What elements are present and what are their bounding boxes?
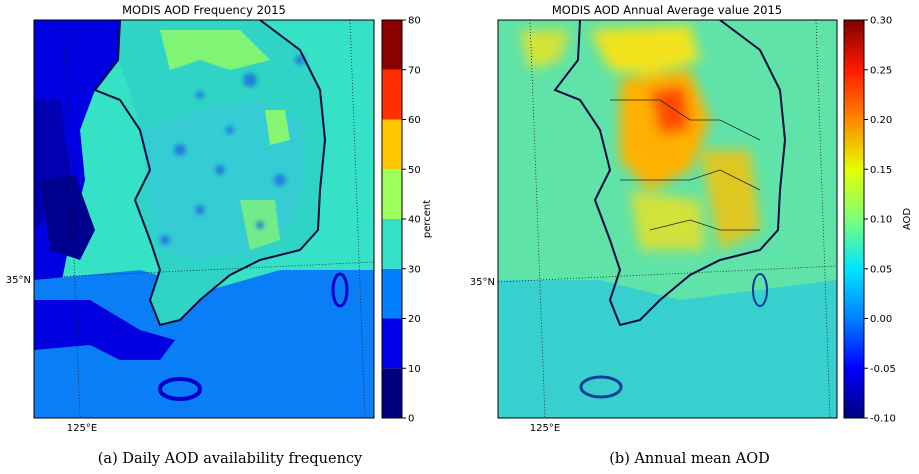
colorbar-tick-label: 20 [408, 314, 421, 325]
panel-frequency: MODIS AOD Frequency 2015 [6, 3, 433, 467]
colorbar-segment [382, 219, 402, 269]
colorbar-segment [382, 268, 402, 319]
colorbar-tick-label: 10 [408, 364, 421, 375]
map-frame [497, 19, 838, 419]
high-aod-patch [520, 30, 570, 70]
colorbar-gradient [844, 20, 864, 418]
longitude-line [64, 20, 81, 418]
high-aod-patch [700, 150, 760, 250]
panel-annual-mean: MODIS AOD Annual Average value 2015 35°N [460, 0, 919, 474]
high-frequency-patch [265, 110, 290, 145]
colorbar-segment [382, 69, 402, 120]
high-aod-patch [590, 25, 700, 75]
longitude-line [529, 20, 546, 418]
province-boundary [610, 99, 761, 231]
colorbar-tick-label: 50 [408, 165, 421, 176]
very-low-frequency-region [40, 175, 95, 260]
southern-sea-region [34, 270, 374, 418]
southern-sea-region [498, 280, 837, 418]
colorbar-tick-label: 0.25 [870, 65, 892, 76]
peak-aod-patch [650, 85, 690, 135]
annual-mean-chart: MODIS AOD Annual Average value 2015 35°N [470, 3, 913, 434]
jeju-island [579, 375, 623, 399]
colorbar-tick-label: 0 [408, 414, 414, 425]
colorbar-label: percent [422, 200, 433, 238]
colorbar-tick-label: 0.05 [870, 264, 892, 275]
frequency-chart: MODIS AOD Frequency 2015 [6, 3, 433, 434]
latitude-line [498, 265, 837, 283]
colorbar: -0.10 -0.05 0.00 0.05 0.10 0.15 0.20 0.25 0.30 [843, 16, 896, 425]
colorbar-tick-label: 0.10 [870, 215, 892, 226]
tsushima-island [331, 272, 349, 308]
map-frame [33, 19, 375, 419]
colorbar: 0 10 20 30 40 50 60 70 80 [381, 16, 421, 425]
colorbar-tick-label: 30 [408, 264, 421, 275]
colorbar-tick-label: -0.10 [870, 414, 896, 425]
colorbar-segment [382, 318, 402, 369]
colorbar-tick-label: 0.30 [870, 16, 892, 27]
colorbar-tick-label: 80 [408, 16, 421, 27]
low-frequency-region [34, 300, 175, 360]
lon-tick-label: 125°E [530, 423, 560, 434]
colorbar-tick-label: 60 [408, 115, 421, 126]
high-frequency-patch [160, 30, 270, 70]
colorbar-tick-label: 0.00 [870, 314, 892, 325]
tsushima-island [752, 273, 768, 307]
colorbar-tick-label: 70 [408, 65, 421, 76]
colorbar-segment [382, 20, 402, 70]
lat-tick-label: 35°N [6, 275, 31, 286]
lon-tick-label: 125°E [67, 423, 97, 434]
chart-title: MODIS AOD Annual Average value 2015 [552, 3, 782, 17]
colorbar-tick-label: 0.20 [870, 115, 892, 126]
chart-title: MODIS AOD Frequency 2015 [122, 3, 286, 17]
colorbar-tick-label: 40 [408, 215, 421, 226]
high-aod-patch [630, 190, 705, 250]
colorbar-label: AOD [902, 208, 913, 231]
longitude-line [349, 20, 366, 418]
colorbar-segment [382, 119, 402, 170]
lat-tick-label: 35°N [470, 277, 495, 288]
colorbar-tick-label: -0.05 [870, 364, 896, 375]
jeju-island [158, 377, 202, 401]
figure-caption: (a) Daily AOD availability frequency [97, 451, 363, 467]
coastline [93, 20, 327, 327]
longitude-line [815, 20, 831, 418]
colorbar-segment [382, 169, 402, 219]
colorbar-tick-label: 0.15 [870, 165, 892, 176]
figure-caption: (b) Annual mean AOD [609, 451, 770, 467]
coastline [553, 20, 787, 327]
colorbar-segment [382, 368, 402, 418]
